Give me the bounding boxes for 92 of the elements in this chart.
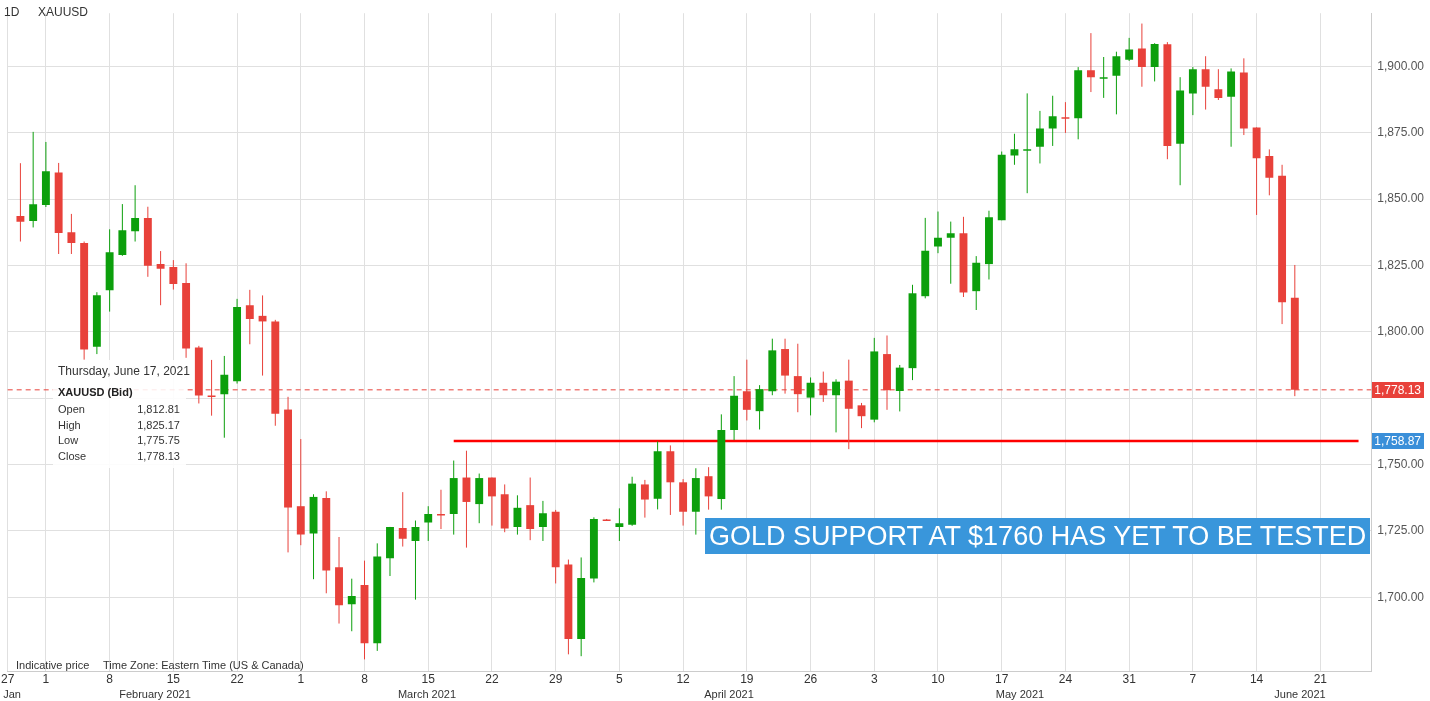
x-tick-label: 29 <box>548 672 563 687</box>
candlestick <box>526 477 535 541</box>
y-tick-label: 1,700.00 <box>1377 589 1425 604</box>
candlestick <box>1099 56 1108 99</box>
candlestick <box>538 500 547 542</box>
annotation: 1,775.75 <box>136 433 180 447</box>
candlestick <box>895 364 904 412</box>
candlestick <box>615 507 624 542</box>
candlestick <box>169 259 178 291</box>
candlestick <box>806 376 815 416</box>
candlestick <box>1048 95 1057 147</box>
candlestick <box>29 131 38 228</box>
x-tick-label: 1 <box>42 672 50 687</box>
annotation: GOLD SUPPORT AT $1760 HAS YET TO BE TESTED <box>705 518 1371 554</box>
candlestick <box>245 289 254 345</box>
candlestick <box>946 221 955 285</box>
candlestick <box>258 294 267 377</box>
candlestick <box>513 494 522 536</box>
candlestick <box>1061 101 1070 134</box>
candlestick <box>1265 148 1274 196</box>
y-tick-label: 1,850.00 <box>1377 191 1425 206</box>
x-tick-label: 15 <box>421 672 436 687</box>
candlestick <box>1125 37 1134 62</box>
y-tick-label: 1,875.00 <box>1377 124 1425 139</box>
text: April 2021 <box>704 687 754 701</box>
x-tick-label: 10 <box>931 672 945 687</box>
candlestick <box>1150 42 1159 82</box>
candlestick <box>156 250 165 306</box>
candlestick <box>857 402 866 429</box>
candlestick <box>131 184 140 243</box>
x-tick-label: 1 <box>297 672 305 687</box>
candlestick <box>1201 55 1210 111</box>
candlestick <box>398 491 407 548</box>
x-tick-label: 22 <box>485 672 499 687</box>
annotation: XAUUSD (Bid) <box>58 385 133 399</box>
candlestick <box>704 466 713 511</box>
annotation: Time Zone: Eastern Time (US & Canada) <box>103 658 304 672</box>
x-tick-label: 22 <box>230 672 245 687</box>
x-tick-label: 17 <box>995 672 1009 687</box>
text: Jan <box>3 687 21 701</box>
y-tick-label: 1,725.00 <box>1377 523 1425 538</box>
x-tick-label: 8 <box>361 672 369 687</box>
x-tick-label: 14 <box>1249 672 1264 687</box>
annotation: Close <box>58 449 87 463</box>
y-tick-label: 1,800.00 <box>1377 324 1425 339</box>
candlestick <box>832 378 840 433</box>
candlestick <box>755 384 764 430</box>
candlestick <box>1086 32 1095 93</box>
ref-line-label: 1,778.13 <box>1372 381 1425 398</box>
annotation: Thursday, June 17, 2021 <box>58 364 190 378</box>
candlestick <box>640 479 649 519</box>
candlestick <box>1023 92 1032 194</box>
x-tick-label: 19 <box>740 672 754 687</box>
annotation: Open <box>58 402 85 416</box>
x-tick-label: 3 <box>870 672 878 687</box>
text: June 2021 <box>1274 687 1326 701</box>
candlestick <box>488 477 496 527</box>
y-tick-label: 1,900.00 <box>1377 58 1425 73</box>
candlestick <box>347 578 356 632</box>
x-tick-label: 27 <box>0 672 15 687</box>
x-tick-label: 24 <box>1058 672 1073 687</box>
annotation: 1,778.13 <box>136 449 180 463</box>
candlestick <box>67 213 76 255</box>
chart-title: XAUUSD <box>38 5 89 19</box>
candlestick <box>424 505 433 542</box>
x-tick-label: 26 <box>803 672 818 687</box>
x-tick-label: 15 <box>166 672 181 687</box>
x-tick-label: 7 <box>1189 672 1197 687</box>
text: February 2021 <box>119 687 191 701</box>
y-tick-label: 1,825.00 <box>1377 257 1425 272</box>
candlestick <box>220 355 229 439</box>
chart-subtitle: 1D <box>4 5 20 19</box>
y-tick-label: 1,750.00 <box>1377 456 1425 471</box>
text: May 2021 <box>995 687 1045 701</box>
x-tick-label: 12 <box>676 672 691 687</box>
candlestick <box>934 211 942 254</box>
x-tick-label: 8 <box>106 672 114 687</box>
candlestick <box>16 162 25 243</box>
candlestick <box>1035 110 1044 164</box>
text: March 2021 <box>397 687 457 701</box>
annotation: 1,825.17 <box>136 418 180 432</box>
annotation: 1,812.81 <box>136 402 180 416</box>
annotation: High <box>58 418 81 432</box>
x-tick-label: 21 <box>1313 672 1328 687</box>
candlestick <box>1112 51 1121 115</box>
candlestick <box>1214 68 1223 101</box>
text: 1,758.87 <box>1372 432 1425 449</box>
candlestick <box>1137 23 1146 88</box>
annotation: Indicative price <box>16 658 90 672</box>
x-tick-label: 5 <box>616 672 624 687</box>
x-tick-label: 31 <box>1122 672 1137 687</box>
annotation: Low <box>58 433 79 447</box>
